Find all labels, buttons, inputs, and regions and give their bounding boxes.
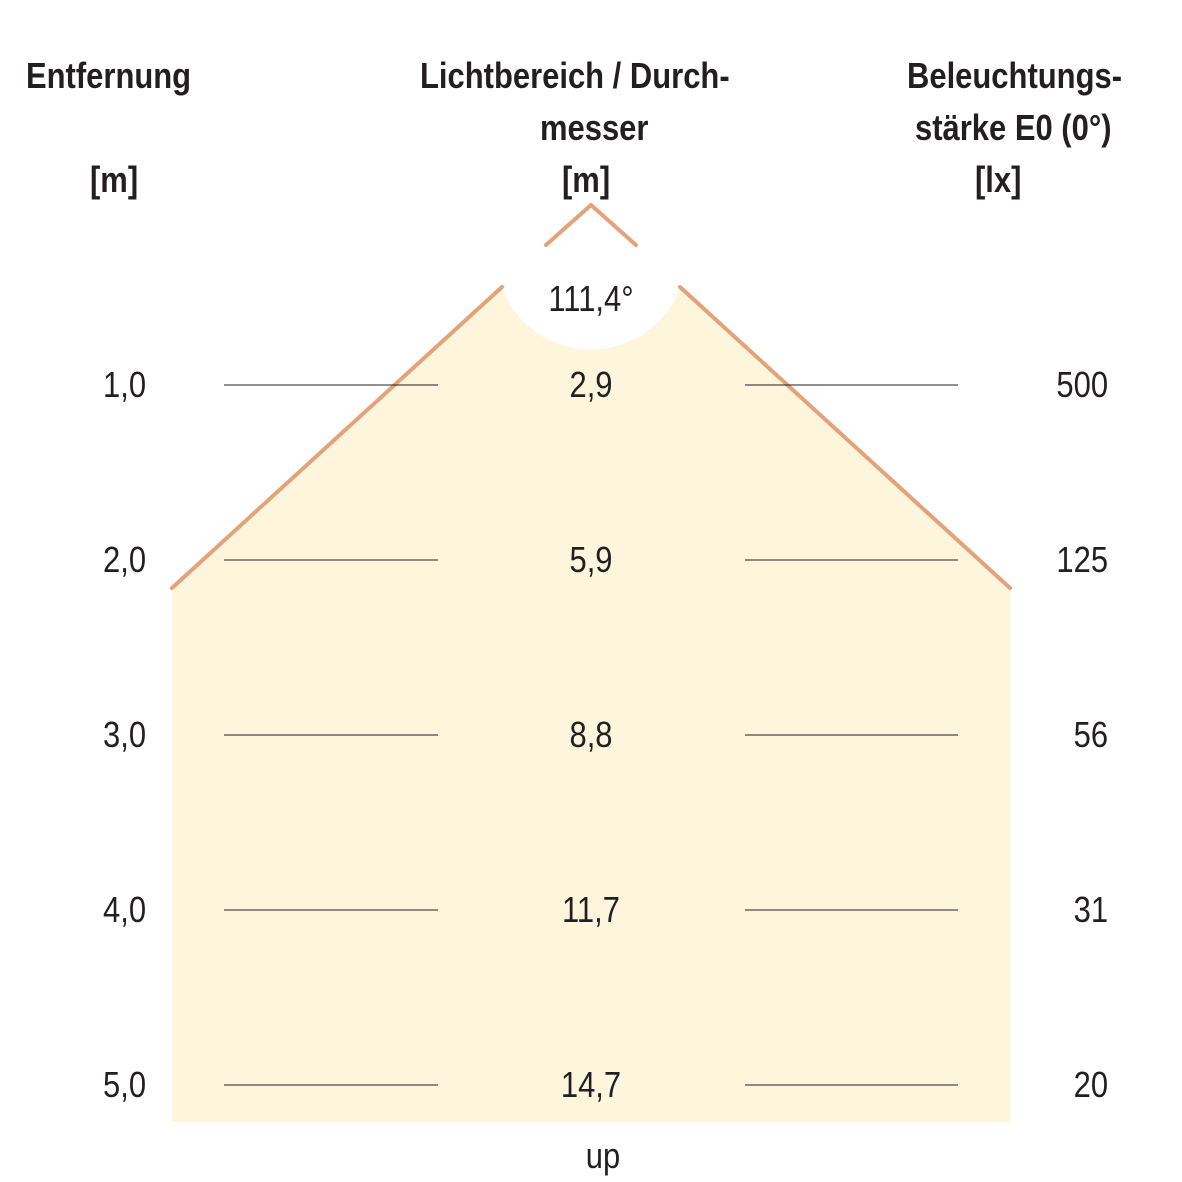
diameter-value: 2,9 — [569, 364, 613, 405]
diameter-value: 11,7 — [562, 889, 620, 930]
cone-edge-left — [170, 285, 504, 590]
diameter-value: 8,8 — [569, 714, 613, 755]
distance-value: 1,0 — [102, 364, 146, 405]
apex-edge-right — [589, 203, 638, 247]
distance-value: 3,0 — [102, 714, 146, 755]
beam-angle-label: 111,4° — [548, 278, 634, 319]
illuminance-value: 31 — [1073, 889, 1108, 930]
distance-value: 4,0 — [102, 889, 146, 930]
diameter-value: 5,9 — [569, 539, 613, 580]
illuminance-value: 125 — [1056, 539, 1108, 580]
illuminance-value: 56 — [1073, 714, 1108, 755]
distance-unit: [m] — [90, 159, 139, 200]
illuminance-value: 500 — [1056, 364, 1108, 405]
illuminance-header-line-2: stärke E0 (0°) — [915, 107, 1112, 148]
distance-value: 5,0 — [102, 1064, 146, 1105]
beam-angle-arc-cutout — [501, 205, 681, 350]
orientation-label: up — [585, 1135, 621, 1176]
diameter-header-line-1: Lichtbereich / Durch- — [420, 55, 730, 96]
diameter-unit: [m] — [562, 159, 611, 200]
distance-header: Entfernung — [26, 55, 192, 96]
diameter-value: 14,7 — [560, 1064, 622, 1105]
cone-edge-right — [678, 285, 1012, 590]
apex-edge-left — [544, 203, 593, 247]
diameter-header-line-2: messer — [540, 107, 649, 148]
illuminance-header-line-1: Beleuchtungs- — [906, 55, 1122, 96]
row-lines — [224, 384, 958, 1086]
illuminance-unit: [lx] — [975, 159, 1022, 200]
distance-value: 2,0 — [102, 539, 146, 580]
beam-cone-fill — [172, 205, 1010, 1122]
illuminance-value: 20 — [1073, 1064, 1108, 1105]
